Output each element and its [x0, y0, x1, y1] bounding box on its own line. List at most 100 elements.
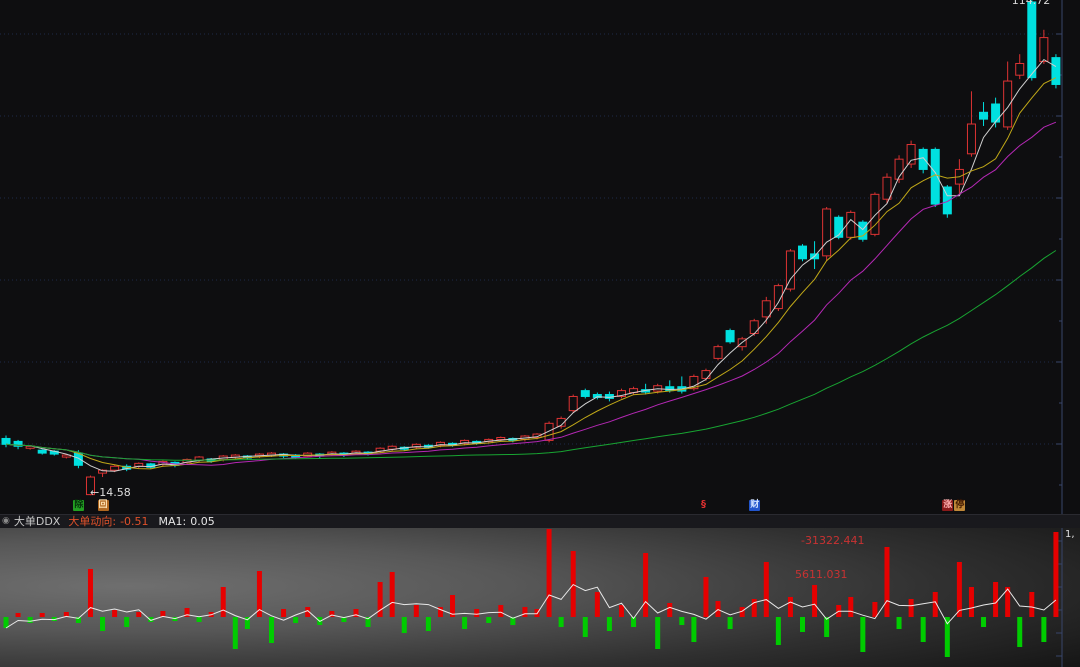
ma-yellow-line [5, 77, 1057, 470]
ddx-bar-negative [3, 617, 9, 628]
event-marker-财[interactable]: 财 [749, 500, 761, 511]
ddx-bar-positive [220, 587, 226, 617]
ddx-bar-positive [474, 609, 480, 617]
candle-up [98, 469, 108, 474]
ddx-bar-positive [353, 609, 359, 617]
ma1-label: MA1: [158, 515, 187, 528]
ddx-bar-positive [908, 599, 914, 617]
ddx-bar-positive [1053, 532, 1059, 617]
candle-up [689, 375, 699, 390]
ddx-bar-positive [594, 592, 600, 617]
ddx-bar-positive [956, 562, 962, 617]
ddx-bar-negative [341, 617, 347, 622]
ddx-bar-negative [510, 617, 516, 625]
ddx-bar-positive [546, 529, 552, 617]
ddx-bar-positive [63, 612, 69, 617]
candle-up [1015, 62, 1025, 76]
ddx-bar-positive [1005, 587, 1011, 617]
candle-down [918, 148, 928, 170]
ddx-bar-negative [824, 617, 830, 637]
candle-down [580, 390, 590, 397]
ddx-bar-positive [993, 582, 999, 617]
ddx-bar-positive [136, 612, 142, 617]
event-marker-回[interactable]: 回 [97, 500, 109, 511]
candle-down [37, 449, 47, 454]
axis-clipped-value: 1, [1065, 529, 1075, 540]
candle-up [870, 193, 880, 235]
ddx-bar-positive [112, 610, 118, 617]
ddx-bar-positive [618, 605, 624, 617]
ddx-annotation: -31322.441 [801, 534, 864, 547]
candle-down [930, 148, 940, 205]
candle-up [906, 144, 916, 165]
event-marker-除[interactable]: 除 [73, 500, 85, 511]
candle-up [85, 476, 95, 496]
ddx-bar-negative [691, 617, 697, 642]
ma-magenta-line [5, 121, 1057, 466]
candle-up [773, 285, 783, 310]
candle-down [834, 216, 844, 238]
candle-up [496, 436, 506, 440]
candle-down [858, 221, 868, 240]
ddx-bar-positive [643, 553, 649, 617]
candle-up [25, 445, 35, 449]
ma-white-line [5, 58, 1057, 472]
candle-up [435, 441, 445, 446]
ddx-bar-negative [401, 617, 407, 633]
ddx-bar-negative [944, 617, 950, 657]
candle-up [761, 300, 771, 318]
candle-up [61, 454, 71, 458]
ddx-bar-positive [413, 605, 419, 617]
candle-up [556, 417, 566, 427]
candle-up [1003, 80, 1013, 128]
ddx-bar-positive [281, 609, 287, 617]
ddx-bar-negative [655, 617, 661, 649]
ddx-bar-negative [124, 617, 130, 627]
ddx-canvas[interactable]: -31322.441 5611.031 [0, 528, 1080, 667]
ddx-bar-positive [763, 562, 769, 617]
ddx-bar-positive [968, 587, 974, 617]
ddx-bar-positive [884, 547, 890, 617]
peak-price-label: 114.72 [1011, 0, 1051, 7]
indicator-title[interactable]: 大单DDX [13, 515, 61, 528]
ddx-bar-positive [39, 613, 45, 617]
ddx-bar-positive [570, 551, 576, 617]
ddx-indicator-panel[interactable]: -31322.441 5611.031 1, [0, 528, 1080, 667]
ddx-bar-positive [872, 602, 878, 617]
ddx-bar-positive [703, 577, 709, 617]
kline-canvas[interactable] [0, 0, 1080, 514]
ddx-bar-positive [389, 572, 395, 617]
candle-down [798, 245, 807, 260]
ddx-bar-positive [184, 608, 190, 617]
candle-up [1039, 37, 1049, 63]
candlestick-chart[interactable]: ←14.58 114.72 除 回 § 财 涨停 [0, 0, 1080, 514]
ddx-bar-negative [582, 617, 588, 637]
ddx-ma1-line [5, 583, 1057, 629]
ddx-bar-negative [27, 617, 33, 623]
candle-up [713, 346, 723, 359]
ddx-bar-positive [437, 607, 443, 617]
ddx-annotation: 5611.031 [795, 568, 848, 581]
event-marker-§[interactable]: § [700, 499, 706, 510]
ddx-bar-negative [196, 617, 202, 622]
chart-background [0, 0, 1080, 514]
ddx-bar-negative [727, 617, 733, 629]
ddx-bar-positive [450, 595, 456, 617]
event-marker-停[interactable]: 停 [954, 500, 966, 511]
candle-down [1, 437, 11, 445]
candle-up [894, 158, 904, 180]
candle-up [966, 123, 976, 155]
ddx-bar-positive [848, 597, 854, 617]
ddx-bar-positive [498, 605, 504, 617]
ddx-bar-positive [305, 607, 311, 617]
candle-up [616, 390, 626, 397]
event-marker-涨[interactable]: 涨 [942, 500, 954, 511]
ddx-bar-positive [160, 611, 166, 617]
ddx-bar-negative [800, 617, 805, 632]
candle-down [592, 394, 602, 398]
ddx-bar-positive [751, 599, 757, 617]
candle-down [13, 440, 23, 447]
ddx-bar-negative [606, 617, 612, 631]
candle-down [665, 386, 675, 392]
